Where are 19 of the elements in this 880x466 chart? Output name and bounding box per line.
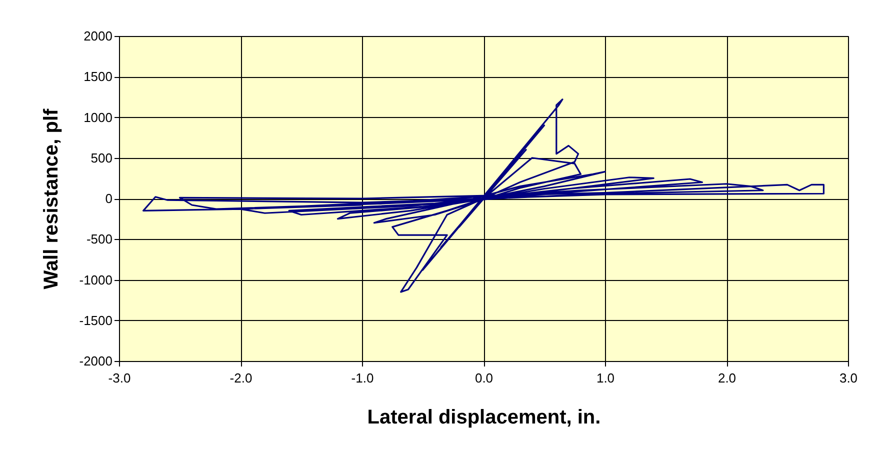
- y-tick-label: -1500: [79, 312, 112, 328]
- y-axis-title: Wall resistance, plf: [40, 108, 62, 290]
- x-tick-label: 0.0: [474, 370, 494, 386]
- x-axis-title: Lateral displacement, in.: [367, 406, 601, 428]
- y-tick-label: -500: [86, 232, 112, 247]
- y-tick-label: -2000: [79, 354, 112, 368]
- y-tick-label: 500: [90, 150, 112, 166]
- y-tick-label: -1000: [79, 272, 112, 288]
- x-tick-label: -1.0: [351, 370, 374, 386]
- y-tick-label: 0: [105, 191, 112, 206]
- x-tick-label: 1.0: [596, 370, 615, 386]
- y-tick-label: 2000: [84, 28, 112, 44]
- line-series: [142, 98, 824, 293]
- y-tick-label: 1500: [84, 69, 112, 84]
- y-tick-label: 1000: [84, 110, 112, 125]
- x-tick-label: 3.0: [839, 370, 858, 386]
- x-tick-label: -3.0: [108, 370, 131, 386]
- x-tick-label: 2.0: [718, 370, 736, 386]
- x-tick-label: -2.0: [230, 370, 252, 386]
